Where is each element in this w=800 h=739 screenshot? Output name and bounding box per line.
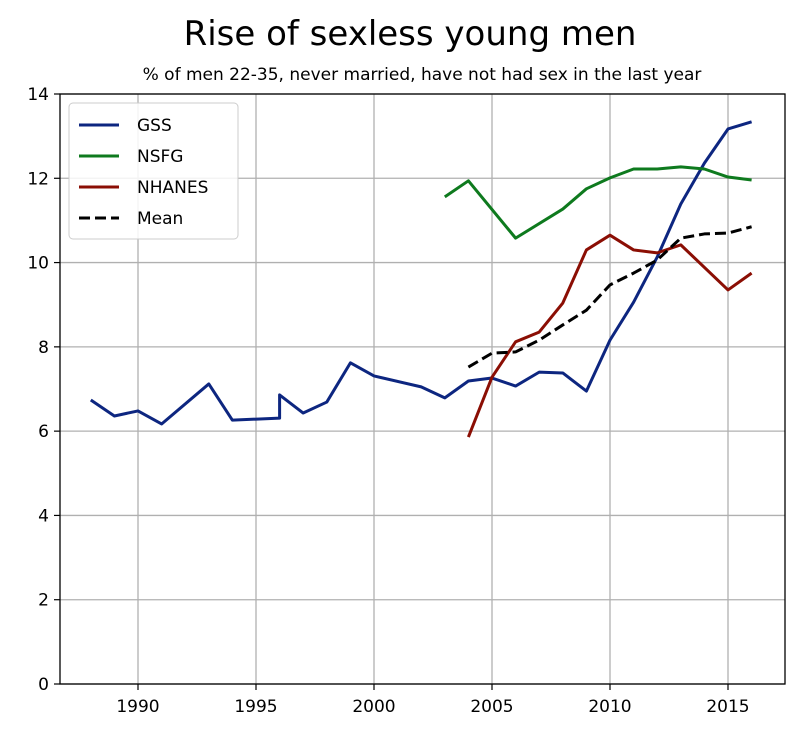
- y-tick-label: 12: [27, 169, 49, 189]
- legend-label-nhanes: NHANES: [137, 178, 208, 198]
- legend-label-nsfg: NSFG: [137, 147, 183, 167]
- x-tick-label: 2015: [706, 697, 749, 717]
- y-tick-label: 14: [27, 85, 49, 105]
- plot-frame: [59, 93, 786, 685]
- chart-title: Rise of sexless young men: [184, 14, 637, 54]
- x-tick-label: 2000: [352, 697, 395, 717]
- y-tick-label: 6: [38, 422, 49, 442]
- x-tick-label: 1995: [234, 697, 277, 717]
- x-tick-label: 2010: [588, 697, 631, 717]
- y-tick-label: 10: [27, 254, 49, 274]
- series-line-mean: [467, 225, 752, 369]
- series-lines: [89, 120, 753, 438]
- y-tick-label: 8: [38, 338, 49, 358]
- legend-label-mean: Mean: [137, 209, 183, 229]
- x-tick-label: 1990: [116, 697, 159, 717]
- y-tick-label: 2: [38, 591, 49, 611]
- legend-label-gss: GSS: [137, 116, 172, 136]
- series-line-nsfg: [443, 165, 752, 240]
- y-tick-label: 4: [38, 506, 49, 526]
- y-tick-label: 0: [38, 675, 49, 695]
- legend: GSS NSFG NHANES Mean: [68, 102, 239, 240]
- chart-subtitle: % of men 22-35, never married, have not …: [143, 65, 702, 85]
- series-line-nhanes: [467, 233, 753, 438]
- series-line-gss: [89, 120, 753, 426]
- x-tick-label: 2005: [470, 697, 513, 717]
- axis-ticks: 1990 1995 2000 2005 2010 2015 0 2 4 6 8 10 12 14: [27, 85, 749, 717]
- legend-box: [68, 102, 239, 240]
